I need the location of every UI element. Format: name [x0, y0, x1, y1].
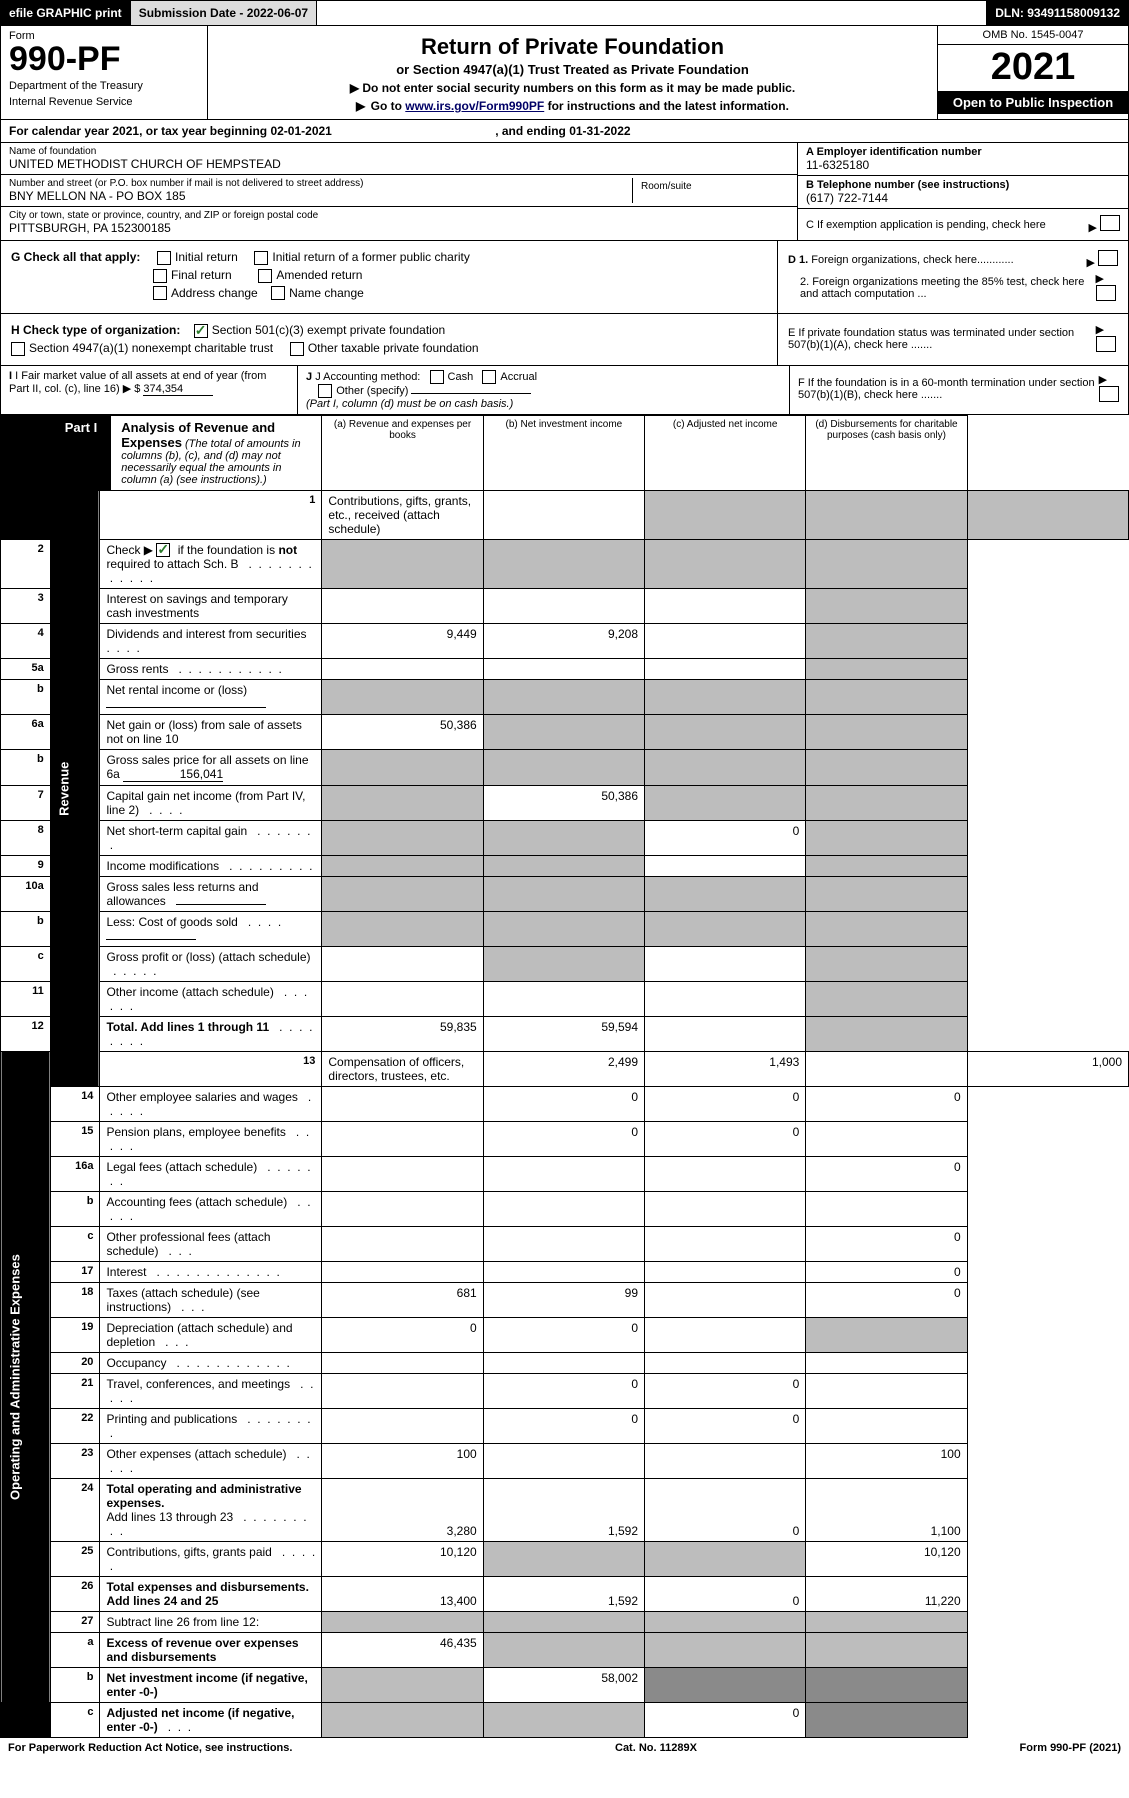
form-header: Form 990-PF Department of the Treasury I…: [0, 26, 1129, 120]
revenue-label: Revenue: [50, 490, 100, 1087]
addr-label: Number and street (or P.O. box number if…: [9, 178, 632, 189]
footer-right: Form 990-PF (2021): [1020, 1742, 1122, 1754]
other-taxable-checkbox[interactable]: [290, 342, 304, 356]
d1-checkbox[interactable]: [1098, 250, 1118, 266]
top-bar: efile GRAPHIC print Submission Date - 20…: [0, 0, 1129, 26]
submission-date: Submission Date - 2022-06-07: [131, 1, 317, 25]
phone-value: (617) 722-7144: [806, 191, 1120, 205]
entity-info: Name of foundation UNITED METHODIST CHUR…: [0, 143, 1129, 241]
c-label: C If exemption application is pending, c…: [806, 219, 1046, 231]
city-label: City or town, state or province, country…: [9, 210, 789, 221]
col-b-header: (b) Net investment income: [483, 415, 644, 490]
efile-label: efile GRAPHIC print: [1, 1, 131, 25]
name-label: Name of foundation: [9, 146, 789, 157]
header-center: Return of Private Foundation or Section …: [208, 26, 937, 119]
d2-checkbox[interactable]: [1096, 285, 1116, 301]
ein-label: A Employer identification number: [806, 146, 1120, 158]
amended-return-checkbox[interactable]: [258, 269, 272, 283]
check-section-h: H Check type of organization: Section 50…: [0, 314, 1129, 366]
fmv-value: 374,354: [143, 383, 213, 396]
omb-number: OMB No. 1545-0047: [938, 26, 1128, 45]
footer-mid: Cat. No. 11289X: [615, 1742, 697, 1754]
cash-checkbox[interactable]: [430, 370, 444, 384]
final-return-checkbox[interactable]: [153, 269, 167, 283]
name-change-checkbox[interactable]: [271, 286, 285, 300]
header-left: Form 990-PF Department of the Treasury I…: [1, 26, 208, 119]
addr-change-checkbox[interactable]: [153, 286, 167, 300]
header-right: OMB No. 1545-0047 2021 Open to Public In…: [937, 26, 1128, 119]
foundation-city: PITTSBURGH, PA 152300185: [9, 221, 789, 235]
accrual-checkbox[interactable]: [482, 370, 496, 384]
ein-value: 11-6325180: [806, 158, 1120, 172]
instr-2: Go to www.irs.gov/Form990PF for instruct…: [220, 99, 925, 113]
f-checkbox[interactable]: [1099, 386, 1119, 402]
footer: For Paperwork Reduction Act Notice, see …: [0, 1738, 1129, 1758]
initial-return-checkbox[interactable]: [157, 251, 171, 265]
irs: Internal Revenue Service: [9, 96, 199, 108]
dept: Department of the Treasury: [9, 80, 199, 92]
room-label: Room/suite: [633, 178, 789, 203]
form-number: 990-PF: [9, 42, 199, 76]
phone-label: B Telephone number (see instructions): [806, 179, 1120, 191]
part1-label: Part I: [51, 416, 112, 490]
part1-table: Part I Analysis of Revenue and Expenses …: [0, 415, 1129, 1739]
g-label: G Check all that apply:: [11, 250, 140, 264]
c-checkbox[interactable]: [1100, 215, 1120, 231]
initial-public-checkbox[interactable]: [254, 251, 268, 265]
other-method-checkbox[interactable]: [318, 384, 332, 398]
check-section-g: G Check all that apply: Initial return I…: [0, 241, 1129, 314]
tax-year: 2021: [938, 45, 1128, 91]
col-c-header: (c) Adjusted net income: [645, 415, 806, 490]
col-a-header: (a) Revenue and expenses per books: [322, 415, 483, 490]
row-i-j: I I Fair market value of all assets at e…: [0, 366, 1129, 415]
e-checkbox[interactable]: [1096, 336, 1116, 352]
foundation-name: UNITED METHODIST CHURCH OF HEMPSTEAD: [9, 157, 789, 171]
501c3-checkbox[interactable]: [194, 324, 208, 338]
schb-checkbox[interactable]: [156, 543, 170, 557]
col-d-header: (d) Disbursements for charitable purpose…: [806, 415, 967, 490]
instr-1: Do not enter social security numbers on …: [220, 81, 925, 95]
dln: DLN: 93491158009132: [986, 1, 1128, 25]
irs-link[interactable]: www.irs.gov/Form990PF: [405, 99, 544, 113]
expenses-label: Operating and Administrative Expenses: [1, 1052, 51, 1703]
footer-left: For Paperwork Reduction Act Notice, see …: [8, 1742, 292, 1754]
foundation-address: BNY MELLON NA - PO BOX 185: [9, 189, 632, 203]
form-title: Return of Private Foundation: [220, 34, 925, 60]
form-subtitle: or Section 4947(a)(1) Trust Treated as P…: [220, 62, 925, 77]
calendar-year-line: For calendar year 2021, or tax year begi…: [0, 120, 1129, 143]
h-label: H Check type of organization:: [11, 323, 180, 337]
4947a1-checkbox[interactable]: [11, 342, 25, 356]
open-to-public: Open to Public Inspection: [938, 91, 1128, 114]
